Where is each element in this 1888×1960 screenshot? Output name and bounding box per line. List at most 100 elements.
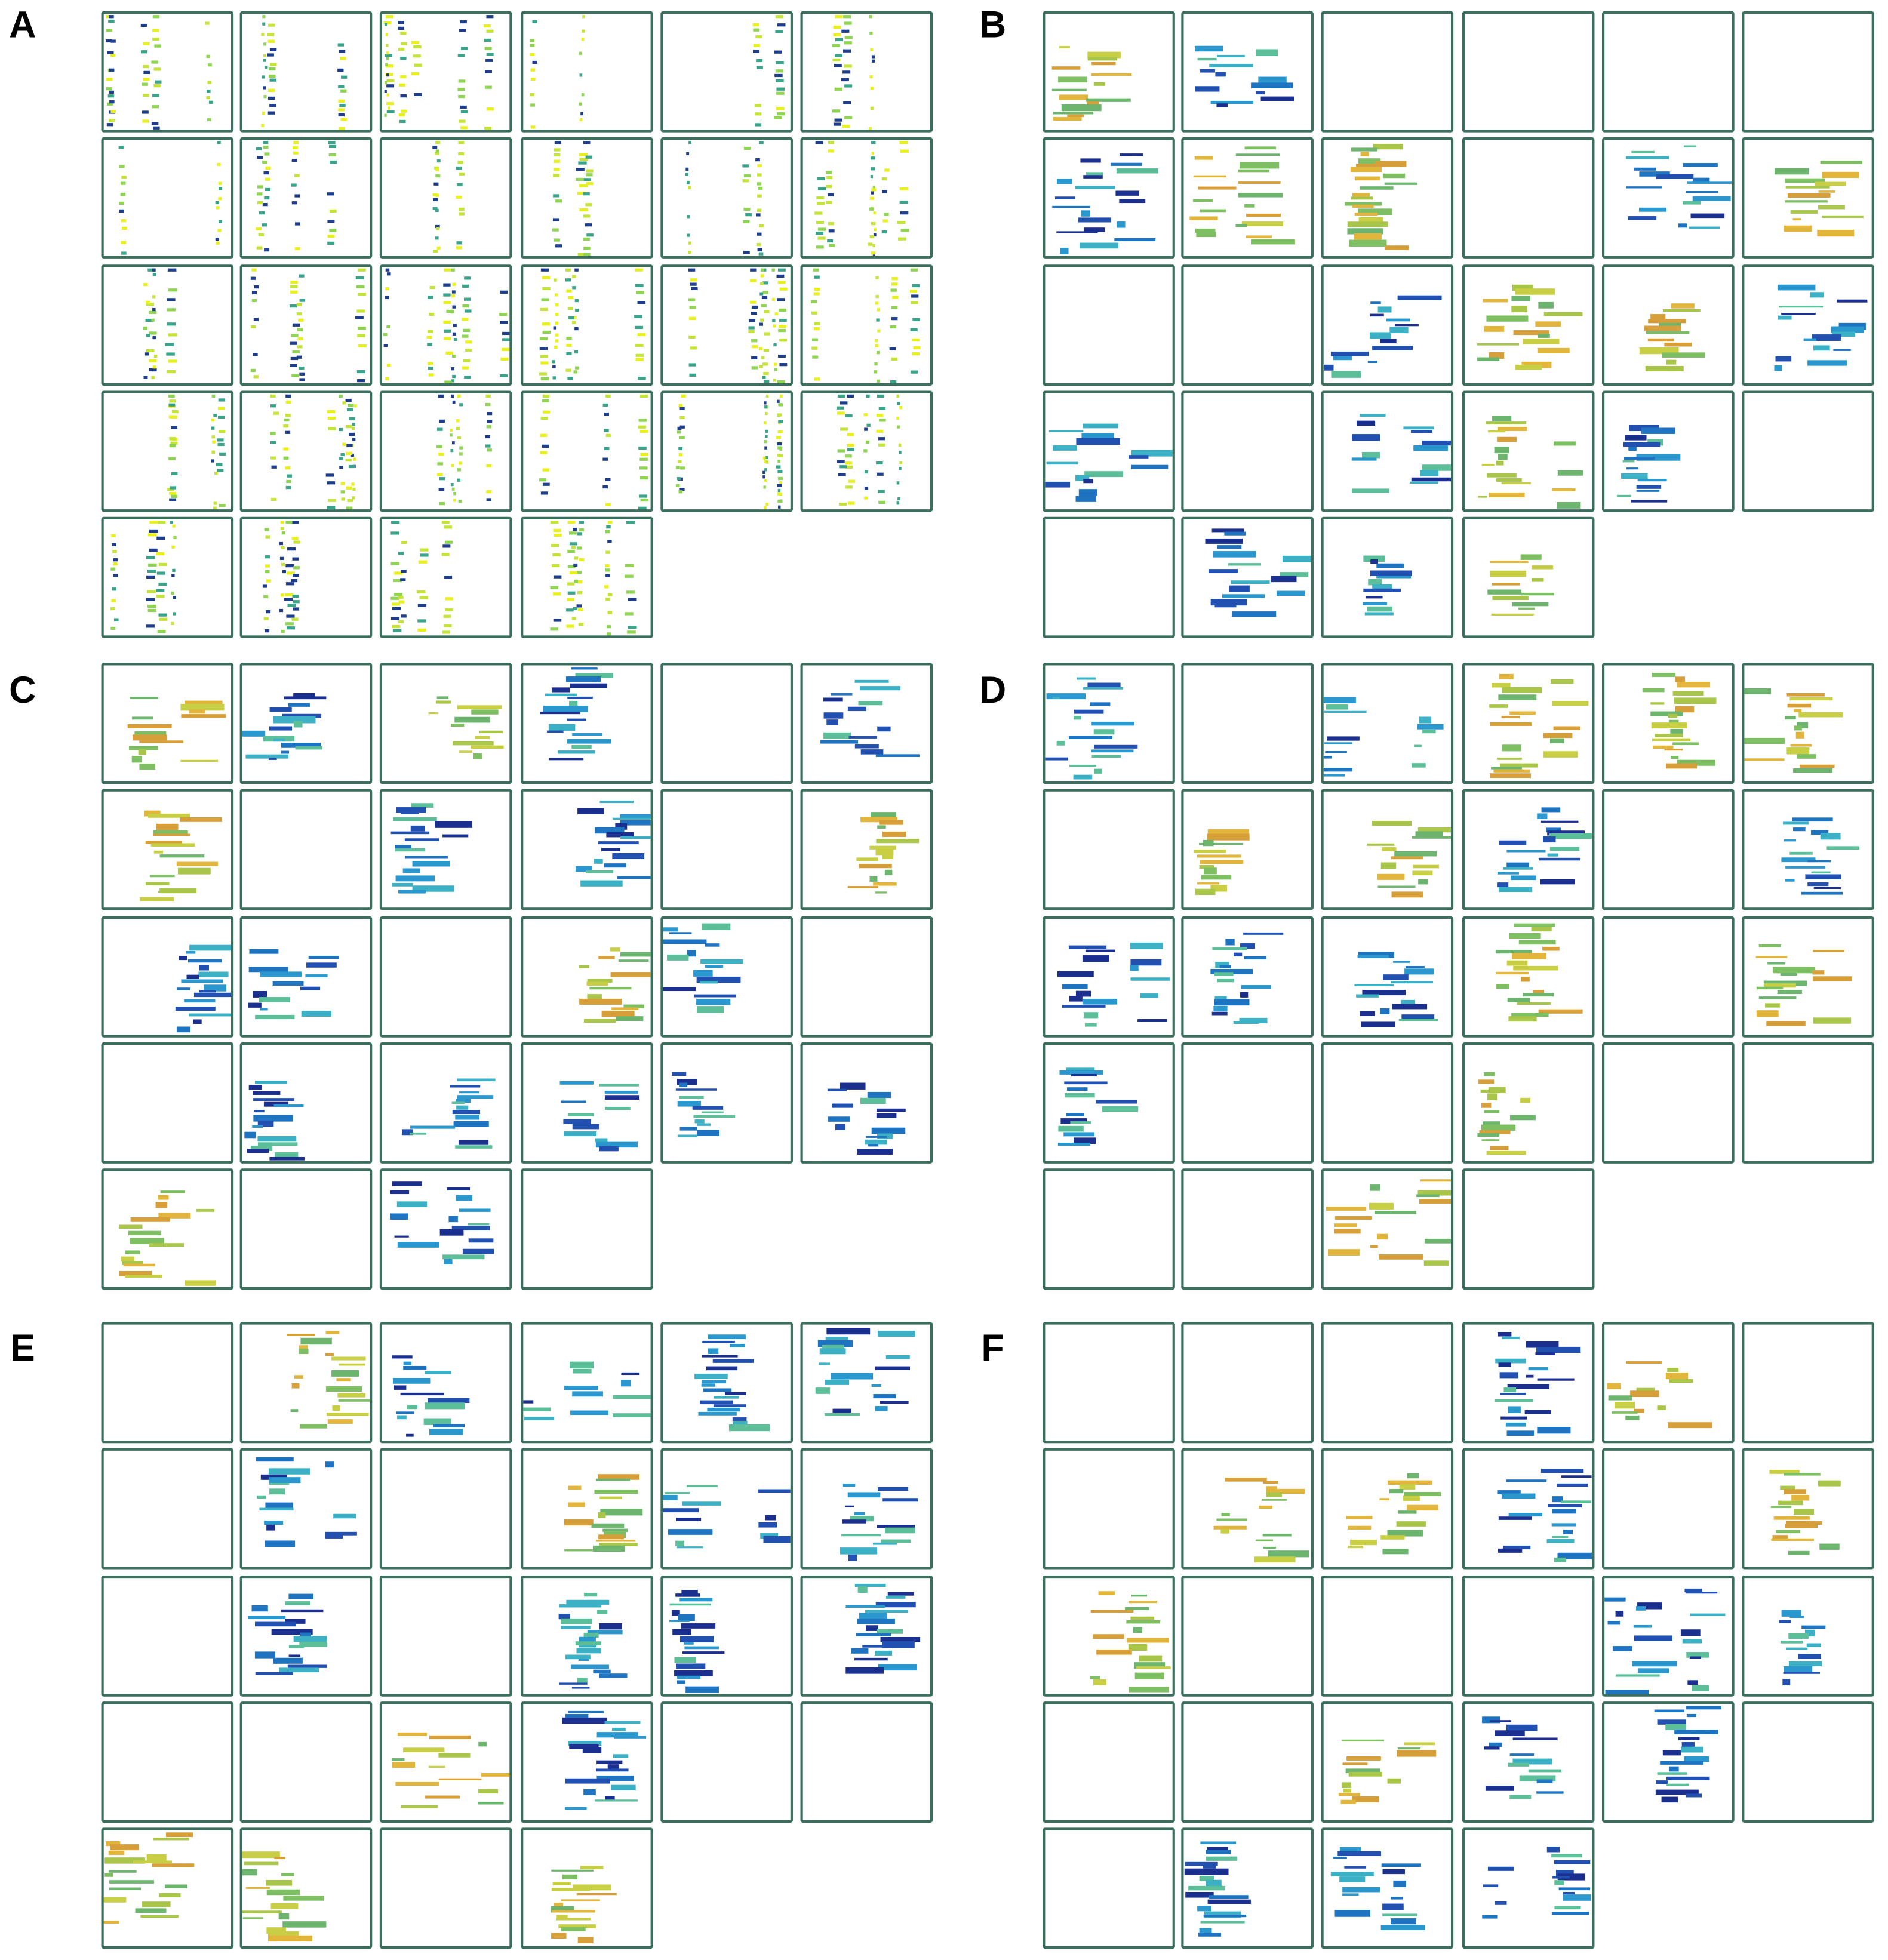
raster-dot xyxy=(444,380,452,384)
raster-dot xyxy=(339,427,343,432)
raster-streak xyxy=(663,1494,678,1500)
raster-streak xyxy=(1788,1661,1822,1666)
raster-dot xyxy=(147,608,157,613)
raster-dot xyxy=(152,365,156,369)
raster-streak xyxy=(396,1201,428,1207)
raster-streak xyxy=(1060,248,1069,254)
raster-dot xyxy=(419,596,428,599)
raster-dot xyxy=(108,19,115,23)
raster-dot xyxy=(270,497,277,501)
raster-dot xyxy=(776,61,784,64)
raster-streak xyxy=(1533,990,1545,996)
raster-streak xyxy=(841,1534,881,1537)
raster-dot xyxy=(456,427,460,430)
raster-streak xyxy=(1401,1014,1435,1020)
raster-streak xyxy=(1607,1621,1620,1625)
cell-frame xyxy=(1321,11,1454,133)
raster-streak xyxy=(1775,356,1792,362)
raster-dot xyxy=(774,368,778,371)
raster-streak xyxy=(1518,607,1535,610)
raster-streak xyxy=(1502,744,1521,752)
raster-streak xyxy=(1352,488,1389,493)
raster-dot xyxy=(777,112,785,116)
raster-dot xyxy=(843,15,851,19)
raster-streak xyxy=(288,1654,300,1657)
raster-dot xyxy=(290,290,298,294)
raster-streak xyxy=(565,1778,610,1784)
raster-streak xyxy=(819,1362,830,1365)
raster-streak xyxy=(1648,319,1686,324)
raster-dot xyxy=(281,531,285,535)
raster-dot xyxy=(338,113,345,117)
raster-dot xyxy=(687,233,690,237)
raster-dot xyxy=(462,318,469,321)
raster-streak xyxy=(1346,1756,1381,1761)
raster-streak xyxy=(257,1495,266,1499)
raster-dot xyxy=(352,496,355,500)
raster-streak xyxy=(570,1410,608,1416)
raster-dot xyxy=(122,226,127,230)
raster-streak xyxy=(879,820,903,825)
raster-streak xyxy=(275,1152,299,1158)
raster-streak xyxy=(1536,1791,1564,1794)
raster-dot xyxy=(779,287,788,291)
raster-streak xyxy=(259,1507,294,1511)
raster-streak xyxy=(1130,942,1163,949)
raster-dot xyxy=(167,322,176,326)
raster-streak xyxy=(204,984,226,992)
raster-dot xyxy=(775,69,784,73)
raster-dot xyxy=(551,564,560,568)
raster-cell xyxy=(521,264,653,386)
raster-streak xyxy=(1531,578,1544,582)
raster-dot xyxy=(690,278,697,282)
raster-streak xyxy=(1777,990,1802,995)
raster-streak xyxy=(1692,1685,1709,1691)
raster-dot xyxy=(913,346,921,349)
raster-streak xyxy=(679,1096,704,1099)
raster-streak xyxy=(269,726,293,731)
raster-dot xyxy=(760,318,764,322)
raster-streak xyxy=(1509,933,1541,939)
raster-streak xyxy=(269,1156,305,1161)
raster-dot xyxy=(384,113,387,117)
raster-dot xyxy=(460,110,468,113)
raster-streak xyxy=(1490,561,1529,563)
raster-dot xyxy=(152,105,159,109)
cell-frame xyxy=(1462,1701,1595,1823)
raster-streak xyxy=(1131,450,1173,457)
raster-streak xyxy=(1605,1690,1649,1696)
raster-streak xyxy=(1788,193,1831,198)
raster-dot xyxy=(351,426,355,430)
raster-dot xyxy=(269,74,276,78)
raster-streak xyxy=(1210,885,1228,892)
raster-streak xyxy=(857,1618,895,1624)
raster-dot xyxy=(869,127,872,130)
raster-streak xyxy=(1081,210,1090,217)
raster-streak xyxy=(1492,682,1511,688)
raster-dot xyxy=(876,429,884,433)
raster-dot xyxy=(891,282,898,286)
raster-streak xyxy=(1213,1005,1228,1011)
raster-dot xyxy=(577,580,583,584)
raster-cell xyxy=(239,663,373,784)
raster-dot xyxy=(848,479,856,483)
cell-frame xyxy=(1043,1168,1175,1290)
raster-dot xyxy=(148,310,157,314)
raster-streak xyxy=(1819,1543,1840,1550)
raster-dot xyxy=(264,528,269,531)
raster-streak xyxy=(423,1418,451,1425)
raster-streak xyxy=(701,1383,716,1387)
raster-streak xyxy=(265,1540,296,1547)
raster-dot xyxy=(436,427,443,431)
raster-dot xyxy=(339,457,343,460)
raster-streak xyxy=(1415,831,1443,836)
raster-cell xyxy=(379,390,512,512)
raster-dot xyxy=(393,629,402,632)
raster-dot xyxy=(390,617,400,620)
raster-streak xyxy=(859,1613,887,1619)
raster-dot xyxy=(635,325,643,330)
raster-streak xyxy=(1782,1679,1791,1685)
raster-dot xyxy=(541,298,549,301)
raster-dot xyxy=(814,287,820,291)
